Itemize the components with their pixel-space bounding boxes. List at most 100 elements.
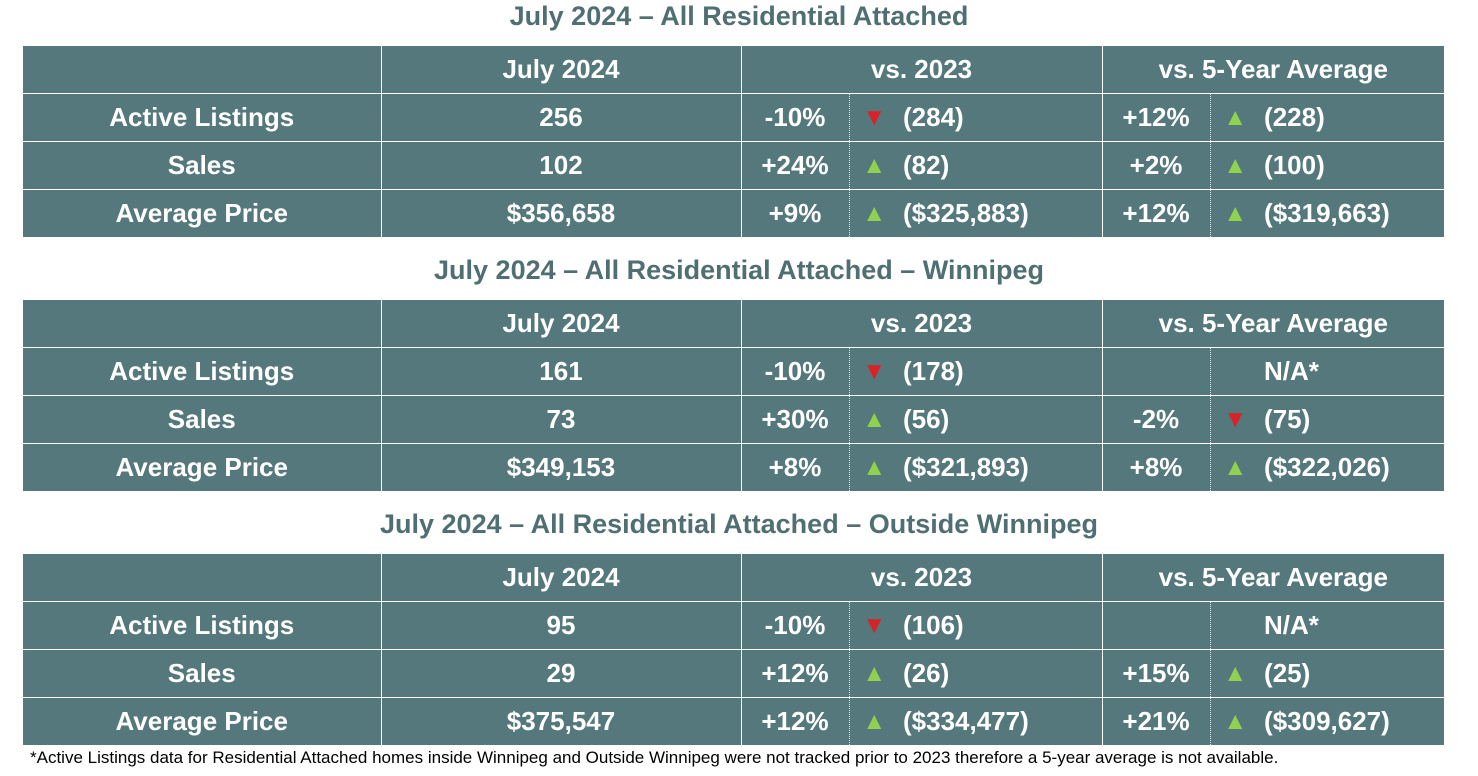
section-title: July 2024 – All Residential Attached – W… [434, 255, 1044, 285]
up-arrow-icon: ▲ [1223, 453, 1248, 481]
avg-change-pct: +15% [1102, 649, 1211, 698]
avg-value: N/A* [1260, 601, 1445, 650]
row-label: Average Price [23, 443, 382, 491]
up-arrow-icon: ▲ [849, 141, 899, 190]
avg-value: (25) [1260, 649, 1445, 698]
header-current: July 2024 [381, 300, 742, 348]
row-label: Sales [23, 649, 382, 698]
stats-table: July 2024 vs. 2023 vs. 5-Year Average Ac… [23, 300, 1445, 491]
down-arrow-icon: ▼ [1210, 395, 1261, 444]
up-arrow-icon: ▲ [1210, 93, 1261, 142]
header-row: July 2024 vs. 2023 vs. 5-Year Average [23, 554, 1445, 602]
avg-change-pct: +12% [1102, 189, 1211, 237]
up-arrow-icon: ▲ [1223, 707, 1248, 735]
avg-value: (228) [1260, 93, 1445, 142]
prior-value: (178) [899, 347, 1103, 396]
avg-value: ($309,627) [1264, 706, 1390, 736]
row-label: Active Listings [23, 93, 382, 142]
table-row: Sales 102 +24% ▲ (82) +2% ▲ (100) [23, 141, 1445, 190]
header-empty-cell [23, 554, 382, 602]
header-current: July 2024 [381, 554, 742, 602]
row-label: Active Listings [23, 347, 382, 396]
avg-change-pct: +12% [1102, 93, 1211, 142]
stats-table: July 2024 vs. 2023 vs. 5-Year Average Ac… [23, 46, 1445, 237]
prior-change-pct: +12% [741, 649, 850, 698]
row-value: $356,658 [381, 189, 742, 237]
header-empty-cell [23, 46, 382, 94]
up-arrow-icon: ▲ [849, 649, 899, 698]
header-vs-prior: vs. 2023 [741, 554, 1103, 602]
row-label: Sales [23, 141, 382, 190]
row-value: 95 [381, 601, 742, 650]
prior-change-pct: +30% [741, 395, 850, 444]
down-arrow-icon: ▼ [849, 93, 899, 142]
table-row: Average Price $349,153 +8% ▲ ($321,893) … [23, 443, 1444, 491]
table-row: Average Price $356,658 +9% ▲ ($325,883) … [23, 189, 1444, 237]
prior-value: (56) [899, 395, 1103, 444]
avg-value: (100) [1260, 141, 1445, 190]
prior-value: ($325,883) [899, 189, 1103, 237]
avg-change-pct [1102, 601, 1211, 650]
prior-change-pct: -10% [741, 601, 850, 650]
prior-value: (106) [899, 601, 1103, 650]
row-value: 29 [381, 649, 742, 698]
row-value: 73 [381, 395, 742, 444]
table-row: Sales 29 +12% ▲ (26) +15% ▲ (25) [23, 649, 1445, 698]
avg-change-pct: +21% [1102, 697, 1211, 745]
up-arrow-icon: ▲ [849, 395, 899, 444]
header-row: July 2024 vs. 2023 vs. 5-Year Average [23, 300, 1445, 348]
prior-value: (284) [899, 93, 1103, 142]
table-row: Sales 73 +30% ▲ (56) -2% ▼ (75) [23, 395, 1445, 444]
row-value: 102 [381, 141, 742, 190]
section-title: July 2024 – All Residential Attached [509, 1, 969, 31]
avg-change-pct: -2% [1102, 395, 1211, 444]
row-value: 161 [381, 347, 742, 396]
empty-arrow-cell [1210, 347, 1261, 396]
prior-change-pct: +8% [741, 443, 850, 491]
footnote: *Active Listings data for Residential At… [30, 748, 1279, 767]
down-arrow-icon: ▼ [849, 347, 899, 396]
header-vs-avg: vs. 5-Year Average [1102, 554, 1445, 602]
prior-value: ($334,477) [899, 697, 1103, 745]
row-label: Active Listings [23, 601, 382, 650]
up-arrow-icon: ▲ [862, 199, 887, 227]
prior-value: (26) [899, 649, 1103, 698]
row-value: $375,547 [381, 697, 742, 745]
stats-table: July 2024 vs. 2023 vs. 5-Year Average Ac… [23, 554, 1445, 745]
avg-value: N/A* [1260, 347, 1445, 396]
header-vs-prior: vs. 2023 [741, 300, 1103, 348]
table-row: Active Listings 256 -10% ▼ (284) +12% ▲ … [23, 93, 1445, 142]
up-arrow-icon: ▲ [1210, 649, 1261, 698]
header-current: July 2024 [381, 46, 742, 94]
avg-value: ($322,026) [1264, 452, 1390, 482]
row-label: Sales [23, 395, 382, 444]
header-row: July 2024 vs. 2023 vs. 5-Year Average [23, 46, 1445, 94]
row-label: Average Price [23, 189, 382, 237]
prior-change-pct: +12% [741, 697, 850, 745]
header-vs-avg: vs. 5-Year Average [1102, 300, 1445, 348]
prior-value: ($321,893) [899, 443, 1103, 491]
prior-change-pct: -10% [741, 347, 850, 396]
avg-value: (75) [1260, 395, 1445, 444]
prior-change-pct: +9% [741, 189, 850, 237]
table-row: Active Listings 161 -10% ▼ (178) N/A* [23, 347, 1445, 396]
row-value: 256 [381, 93, 742, 142]
up-arrow-icon: ▲ [1210, 141, 1261, 190]
avg-change-pct: +2% [1102, 141, 1211, 190]
table-row: Average Price $375,547 +12% ▲ ($334,477)… [23, 697, 1444, 745]
up-arrow-icon: ▲ [1223, 199, 1248, 227]
header-vs-avg: vs. 5-Year Average [1102, 46, 1445, 94]
prior-change-pct: +24% [741, 141, 850, 190]
down-arrow-icon: ▼ [849, 601, 899, 650]
up-arrow-icon: ▲ [862, 453, 887, 481]
empty-arrow-cell [1210, 601, 1261, 650]
section-title: July 2024 – All Residential Attached – O… [380, 509, 1098, 539]
avg-change-pct: +8% [1102, 443, 1211, 491]
avg-value: ($319,663) [1264, 198, 1390, 228]
prior-change-pct: -10% [741, 93, 850, 142]
prior-value: (82) [899, 141, 1103, 190]
avg-change-pct [1102, 347, 1211, 396]
header-empty-cell [23, 300, 382, 348]
row-value: $349,153 [381, 443, 742, 491]
header-vs-prior: vs. 2023 [741, 46, 1103, 94]
